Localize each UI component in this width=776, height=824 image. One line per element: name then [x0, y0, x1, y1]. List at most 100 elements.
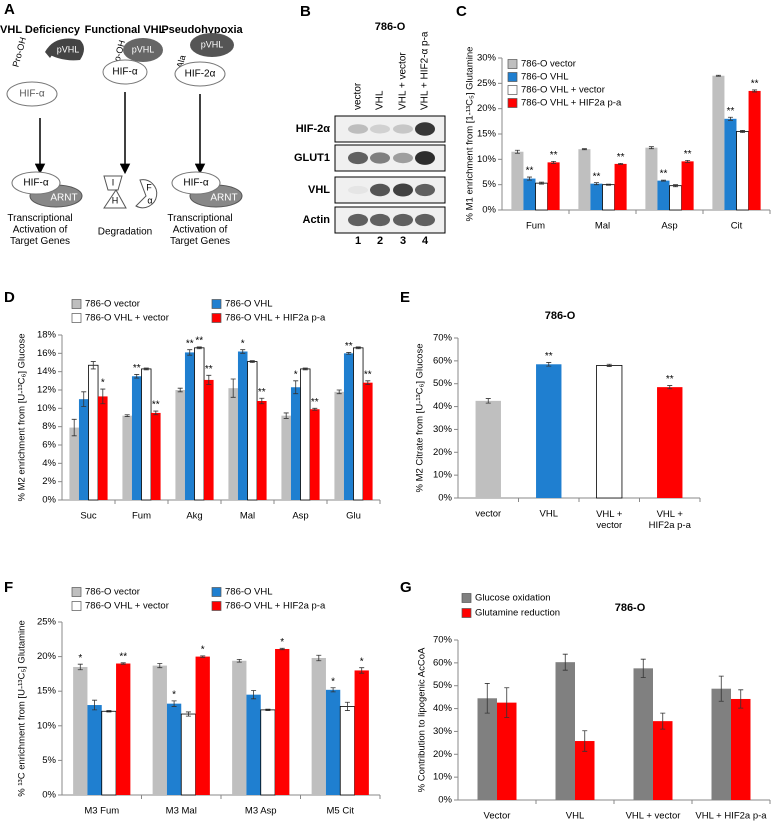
bar: [339, 706, 355, 796]
significance: **: [545, 351, 553, 362]
bar: [232, 660, 247, 795]
y-tick-label: 6%: [42, 440, 56, 451]
y-axis-label: % M2 Citrate from [U-¹³C₆] Glucose: [415, 344, 426, 493]
y-tick-label: 2%: [42, 476, 56, 487]
bar: [645, 147, 658, 210]
y-tick-label: 30%: [477, 53, 497, 64]
bar: [204, 379, 214, 500]
lane-number: 4: [422, 235, 429, 247]
y-tick-label: 60%: [433, 355, 453, 366]
legend-label: 786-O VHL + HIF2a p-a: [225, 313, 326, 324]
y-tick-label: 0%: [438, 493, 452, 504]
y-tick-label: 40%: [433, 401, 453, 412]
y-tick-label: 20%: [477, 103, 497, 114]
significance: **: [666, 374, 674, 385]
error-bar: [546, 362, 552, 367]
y-tick-label: 10%: [477, 154, 497, 165]
bar: [98, 396, 108, 500]
error-bar: [100, 388, 106, 405]
enzyme: pVHL: [201, 39, 224, 49]
blot-band: [370, 152, 390, 164]
legend-swatch: [211, 299, 222, 309]
bar: [152, 665, 167, 795]
pvhl-shape: [123, 38, 163, 62]
bar: [184, 352, 195, 500]
legend-swatch: [71, 313, 82, 323]
blot-band: [415, 213, 435, 227]
error-bar: [293, 380, 299, 395]
error-bar: [92, 699, 98, 711]
bar: [614, 163, 627, 210]
fragment: α: [147, 195, 152, 205]
pvhl-shape: [190, 33, 234, 57]
legend-swatch: [507, 72, 518, 82]
y-tick-label: 0%: [42, 790, 56, 801]
x-tick-label: Glu: [346, 511, 361, 522]
legend-label: 786-O VHL: [521, 72, 569, 83]
panel-label: A: [4, 1, 15, 18]
error-bar: [660, 179, 666, 182]
y-tick-label: 10%: [37, 403, 57, 414]
bar: [257, 401, 267, 500]
y-tick-label: 5%: [482, 179, 496, 190]
column-title: Pseudohypoxia: [161, 24, 243, 36]
y-tick-label: 10%: [433, 470, 453, 481]
bar: [497, 702, 517, 800]
bar: [353, 347, 364, 501]
error-bar: [265, 708, 271, 711]
enzyme: pVHL: [132, 44, 155, 54]
x-tick-label: M5 Cit: [327, 806, 355, 817]
significance: *: [294, 369, 298, 380]
error-bar: [581, 148, 587, 151]
fragment: F: [146, 182, 152, 192]
error-bar: [302, 367, 308, 371]
error-bar: [90, 361, 96, 370]
y-tick-label: 8%: [42, 421, 56, 432]
fragment-shape: [103, 189, 127, 209]
error-bar: [727, 116, 733, 121]
error-bar: [485, 398, 491, 404]
y-tick-label: 25%: [37, 617, 57, 628]
legend-swatch: [211, 601, 222, 611]
significance: **: [617, 152, 625, 163]
bar: [523, 178, 536, 210]
y-axis-label: % M2 enrichment from [U-¹³C₆] Glucose: [17, 333, 28, 501]
panel-label: C: [456, 3, 467, 20]
error-bar: [143, 367, 149, 371]
blot-title: 786-O: [375, 21, 406, 33]
bar: [247, 361, 258, 501]
protein-shape: [174, 61, 226, 87]
lane-label: VHL + HIF2-α p-a: [420, 31, 431, 110]
y-tick-label: 20%: [37, 651, 57, 662]
bar: [511, 151, 524, 210]
error-bar: [330, 687, 336, 693]
significance: **: [727, 106, 735, 117]
significance: **: [133, 363, 141, 374]
bar: [669, 185, 682, 211]
error-bar: [359, 667, 365, 674]
x-tick-label: Suc: [80, 511, 97, 522]
error-bar: [124, 414, 130, 417]
legend-swatch: [461, 608, 472, 618]
x-tick-label: Fum: [132, 511, 151, 522]
error-bar: [312, 407, 318, 411]
blot-band: [393, 152, 413, 164]
x-tick-label: M3 Asp: [245, 806, 277, 817]
error-bar: [81, 391, 87, 407]
legend-swatch: [71, 299, 82, 309]
legend-label: 786-O VHL + vector: [85, 313, 169, 324]
bar: [547, 162, 560, 210]
error-bar: [187, 349, 193, 356]
panel-label: B: [300, 3, 311, 20]
significance: **: [205, 364, 213, 375]
y-tick-label: 16%: [37, 348, 57, 359]
protein-shape: [102, 59, 148, 85]
bar: [731, 698, 751, 800]
y-tick-label: 0%: [438, 795, 452, 806]
chart-title: 786-O: [615, 602, 646, 614]
bar: [681, 161, 694, 210]
row-label: GLUT1: [294, 152, 330, 164]
bar: [536, 364, 562, 498]
complex: HIF-α: [183, 178, 208, 189]
